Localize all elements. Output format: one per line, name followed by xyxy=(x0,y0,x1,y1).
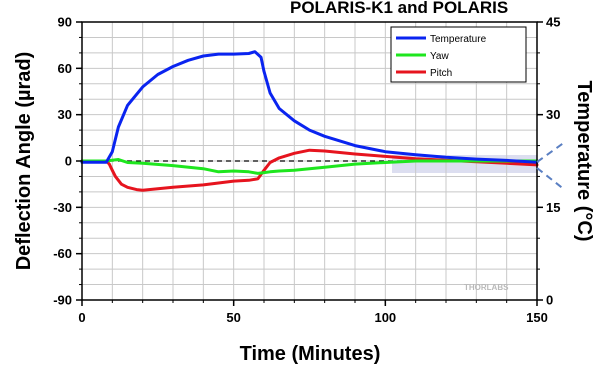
y2-tick-label: 45 xyxy=(546,15,560,30)
series-layer xyxy=(80,50,539,192)
tick-labels: 0 50 100 150 -90 -60 -30 0 30 60 90 0 15 30 45 xyxy=(53,15,560,326)
y-tick-label: -90 xyxy=(53,293,72,308)
series-line-pitch xyxy=(80,148,539,192)
callout-line-lower xyxy=(536,167,566,191)
series-line-yaw xyxy=(80,158,539,175)
callout-line-upper xyxy=(536,141,566,163)
x-tick-label: 150 xyxy=(526,310,548,325)
x-tick-label: 100 xyxy=(374,310,396,325)
legend-label-temperature: Temperature xyxy=(430,34,487,45)
y-tick-label: 0 xyxy=(65,154,72,169)
series-line-temperature xyxy=(80,50,539,164)
x-axis-title: Time (Minutes) xyxy=(240,343,381,365)
x-tick-label: 0 xyxy=(78,310,85,325)
y-tick-label: 90 xyxy=(58,15,72,30)
thorlabs-watermark: THORLABS xyxy=(464,283,509,292)
y-tick-label: -30 xyxy=(53,200,72,215)
y-tick-label: -60 xyxy=(53,246,72,261)
axis-ticks xyxy=(76,21,543,306)
legend: Temperature Yaw Pitch xyxy=(390,26,527,83)
y-tick-label: 60 xyxy=(58,61,72,76)
x-tick-label: 50 xyxy=(226,310,240,325)
legend-label-yaw: Yaw xyxy=(430,51,449,62)
y-tick-label: 30 xyxy=(58,107,72,122)
y2-tick-label: 30 xyxy=(546,107,560,122)
y2-tick-label: 0 xyxy=(546,293,553,308)
legend-label-pitch: Pitch xyxy=(430,68,452,79)
chart-title: POLARIS-K1 and POLARIS xyxy=(290,0,508,17)
y2-axis-title: Temperature (°C) xyxy=(573,81,595,242)
y-axis-title: Deflection Angle (µrad) xyxy=(13,52,35,271)
y2-tick-label: 15 xyxy=(546,200,560,215)
